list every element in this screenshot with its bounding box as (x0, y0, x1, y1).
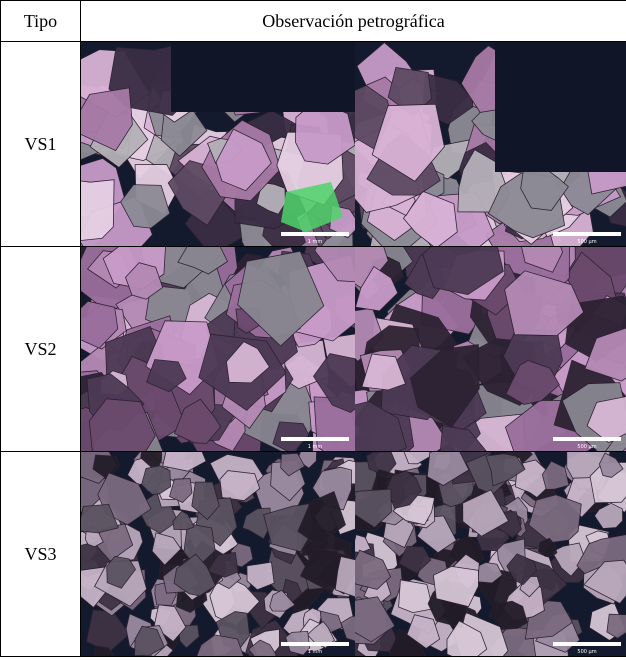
image-cell: 1 mm (81, 42, 355, 247)
micrograph: 500 µm (355, 247, 626, 451)
micrograph: 1 mm (81, 452, 355, 656)
header-row: Tipo Observación petrográfica (1, 1, 626, 42)
scale-label: 500 µm (577, 444, 596, 450)
header-type: Tipo (1, 1, 81, 42)
scale-bar (281, 232, 349, 236)
scale-bar (553, 642, 621, 646)
image-cell: 500 µm (355, 452, 626, 657)
image-cell: 1 mm (81, 247, 355, 452)
micrograph: 1 mm (81, 247, 355, 451)
type-cell: VS3 (1, 452, 81, 657)
petrography-table: Tipo Observación petrográfica VS1 1 mm 500… (0, 0, 626, 657)
scale-bar (553, 232, 621, 236)
header-observation: Observación petrográfica (81, 1, 626, 42)
micrograph: 500 µm (355, 452, 626, 656)
scale-bar (281, 642, 349, 646)
scale-label: 1 mm (308, 239, 323, 245)
scale-label: 500 µm (577, 649, 596, 655)
image-cell: 500 µm (355, 247, 626, 452)
type-cell: VS1 (1, 42, 81, 247)
image-cell: 1 mm (81, 452, 355, 657)
image-cell: 500 µm (355, 42, 626, 247)
type-cell: VS2 (1, 247, 81, 452)
dark-region (495, 42, 626, 172)
dark-region (171, 42, 355, 112)
row: VS2 1 mm 500 µm (1, 247, 626, 452)
micrograph: 1 mm (81, 42, 355, 246)
scale-bar (281, 437, 349, 441)
scale-label: 500 µm (577, 239, 596, 245)
scale-label: 1 mm (308, 649, 323, 655)
row: VS3 1 mm 500 µm (1, 452, 626, 657)
scale-bar (553, 437, 621, 441)
micrograph: 500 µm (355, 42, 626, 246)
scale-label: 1 mm (308, 444, 323, 450)
row: VS1 1 mm 500 µm (1, 42, 626, 247)
table-body: VS1 1 mm 500 µm VS2 1 mm 500 µm VS3 1 mm 500 µm (1, 42, 626, 657)
